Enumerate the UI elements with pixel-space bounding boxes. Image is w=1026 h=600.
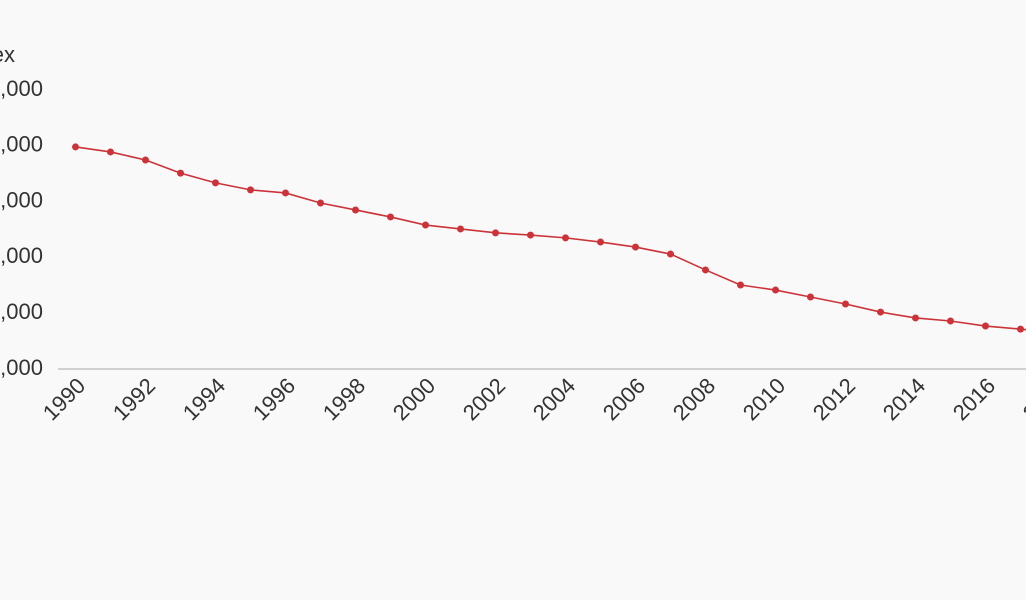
data-point [352,206,359,214]
data-point [142,156,149,164]
data-point [702,266,709,274]
x-tick-label: 2016 [948,373,1000,425]
x-tick-label: 1994 [178,373,230,425]
data-point [982,322,989,330]
y-tick-label: 9,000 [0,132,43,157]
data-point [422,221,429,229]
y-tick-label: 10,000 [0,76,43,101]
data-point [632,243,639,251]
x-tick-label: 2012 [808,373,860,425]
x-tick-label: 2018 [1018,373,1026,425]
data-point [282,189,289,197]
data-point [772,286,779,294]
x-tick-label: 2004 [528,373,580,425]
x-tick-label: 2006 [598,373,650,425]
x-tick-label: 2008 [668,373,720,425]
data-point [107,148,114,156]
data-point [562,234,569,242]
data-point [947,317,954,325]
x-tick-label: 1998 [318,373,370,425]
x-tick-label: 2000 [388,373,440,425]
data-point [72,143,79,151]
data-point [212,179,219,187]
x-tick-label: 2010 [738,373,790,425]
data-point [247,186,254,194]
y-tick-label: 7,000 [0,243,43,268]
data-point [597,238,604,246]
data-point [807,293,814,301]
chart-title: Index [0,42,15,67]
data-point [492,229,499,237]
x-tick-label: 2002 [458,373,510,425]
y-tick-label: 8,000 [0,187,43,212]
data-point [737,281,744,289]
data-point [177,169,184,177]
data-point [527,231,534,239]
data-point [1017,325,1024,333]
y-tick-label: 6,000 [0,299,43,324]
series-line [75,146,1026,331]
x-tick-label: 1990 [38,373,90,425]
data-point [877,308,884,316]
x-tick-label: 1992 [108,373,160,425]
data-point [842,300,849,308]
y-tick-label: 5,000 [0,355,43,380]
data-point [457,225,464,233]
data-point [387,213,394,221]
data-point [317,199,324,207]
data-point [667,250,674,258]
data-point [912,314,919,322]
x-tick-label: 2014 [878,373,930,425]
x-tick-label: 1996 [248,373,300,425]
